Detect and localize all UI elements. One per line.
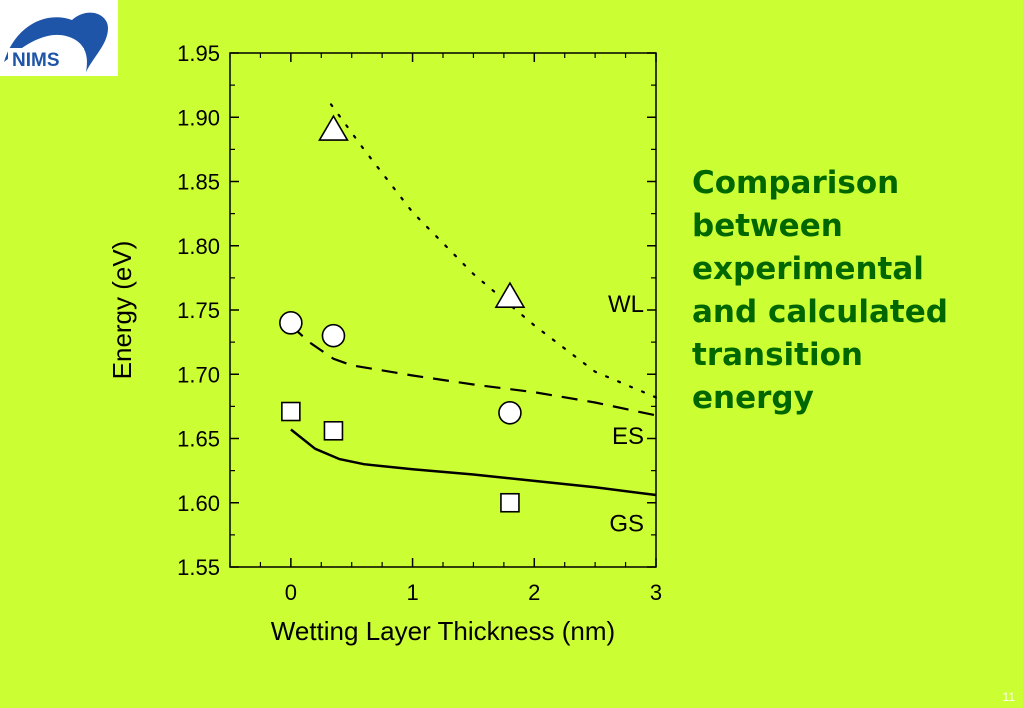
plot-frame (229, 52, 657, 568)
circle-marker (279, 311, 303, 335)
series-line-gs (290, 428, 657, 497)
square-marker (281, 401, 301, 422)
series-labels: WL ES GS (608, 291, 644, 538)
series-lines (290, 103, 658, 497)
slide-title-line: Comparison (692, 165, 900, 201)
y-tick-label: 1.65 (177, 427, 220, 452)
x-axis-label: Wetting Layer Thickness (nm) (271, 616, 615, 646)
y-tick-label: 1.60 (177, 491, 220, 516)
slide-title-line: between (692, 208, 843, 244)
square-marker (323, 420, 344, 441)
nims-logo: NIMS (0, 0, 118, 76)
x-tick-label: 2 (528, 580, 540, 605)
y-tick-label: 1.75 (177, 298, 220, 323)
triangle-marker (318, 114, 349, 141)
slide-title-line: energy (692, 380, 814, 416)
circle-marker (321, 323, 346, 348)
x-tick-label: 1 (406, 580, 418, 605)
axis-ticks: 1.55 1.60 1.65 1.70 1.75 1.80 1.85 1.90 1.95 0 1 2 3 (177, 41, 662, 605)
series-label-gs: GS (609, 511, 644, 538)
series-line-wl (329, 103, 658, 399)
y-tick-label: 1.80 (177, 234, 220, 259)
slide-title: Comparison between experimental and calc… (692, 162, 992, 420)
y-axis-label: Energy (eV) (107, 241, 137, 380)
series-label-es: ES (612, 423, 644, 450)
slide-title-line: experimental (692, 251, 924, 287)
series-line-es (290, 324, 657, 417)
slide-title-line: and calculated (692, 294, 948, 330)
series-label-wl: WL (608, 291, 644, 318)
slide-title-line: transition (692, 337, 863, 373)
y-tick-label: 1.90 (177, 105, 220, 130)
y-tick-label: 1.85 (177, 170, 220, 195)
x-tick-label: 3 (650, 580, 662, 605)
logo-swoosh-icon (4, 12, 108, 72)
logo-text: NIMS (12, 50, 60, 71)
series-markers (279, 114, 526, 513)
page-number: 11 (1002, 690, 1015, 704)
triangle-marker (494, 281, 526, 308)
y-tick-label: 1.95 (177, 41, 220, 66)
square-marker (500, 492, 520, 513)
x-tick-label: 0 (285, 580, 297, 605)
circle-marker (498, 400, 522, 425)
y-tick-label: 1.55 (177, 555, 220, 580)
y-tick-label: 1.70 (177, 362, 220, 387)
